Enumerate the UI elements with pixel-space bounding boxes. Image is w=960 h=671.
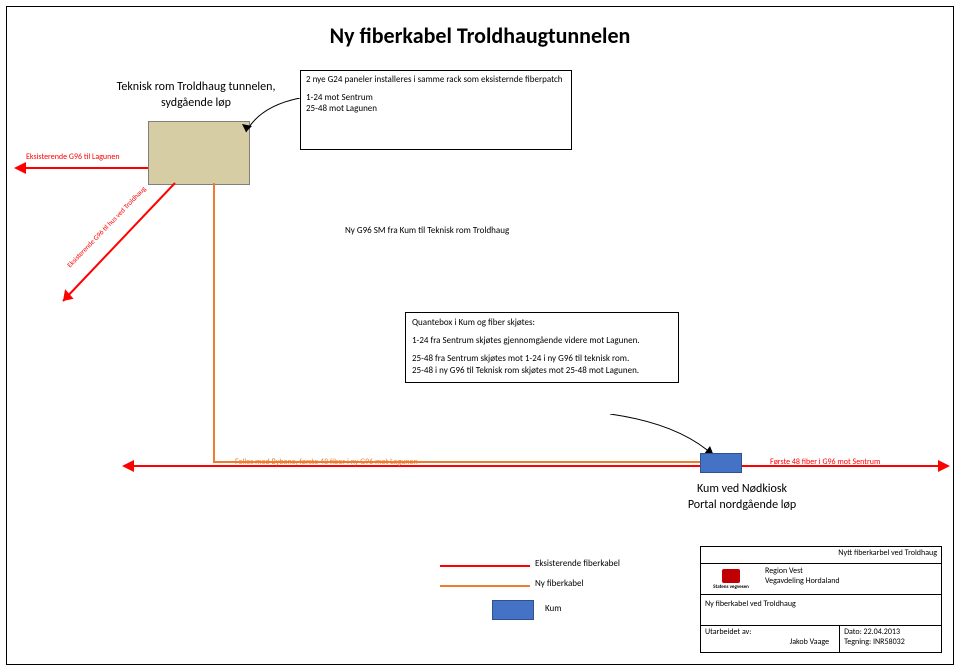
info-top-right: Nytt fiberkarbel ved Troldhaug bbox=[838, 548, 937, 558]
logo-caption: Statens vegvesen bbox=[713, 584, 749, 590]
red-arrow-right bbox=[936, 459, 950, 473]
quante-p3: 25-48 i ny G96 til Teknisk rom skjøtes m… bbox=[412, 365, 672, 377]
org-line2: Vegavdeling Hordaland bbox=[765, 576, 937, 586]
org-line1: Region Vest bbox=[765, 566, 937, 576]
bottom-right-date: Dato: 22.04.2013 bbox=[844, 627, 937, 637]
kum-nodkiosk-label: Kum ved Nødkiosk Portal nordgående løp bbox=[657, 482, 827, 513]
page-title: Ny fiberkabel Troldhaugtunnelen bbox=[0, 22, 960, 49]
panel-line1: 2 nye G24 paneler installeres i samme ra… bbox=[306, 74, 566, 86]
orange-vert bbox=[213, 183, 215, 463]
red-arrow-left-bottom bbox=[122, 459, 136, 473]
legend-red-label: Eksisterende fiberkabel bbox=[535, 558, 620, 569]
legend-orange-line bbox=[440, 585, 530, 587]
legend-kum-box bbox=[492, 600, 534, 620]
legend-red-line bbox=[440, 565, 530, 567]
red-diag-line bbox=[55, 183, 185, 313]
teknisk-rom-box bbox=[148, 121, 250, 185]
quante-p1: 1-24 fra Sentrum skjøtes gjennomgående v… bbox=[412, 335, 672, 347]
panel-line2: 1-24 mot Sentrum bbox=[306, 92, 566, 104]
quante-box: Quantebox i Kum og fiber skjøtes: 1-24 f… bbox=[405, 312, 679, 383]
legend-orange-label: Ny fiberkabel bbox=[535, 578, 584, 589]
panel-text-box: 2 nye G24 paneler installeres i samme ra… bbox=[300, 70, 572, 150]
bottom-left-label: Utarbeidet av: bbox=[705, 627, 835, 637]
red-left-label: Eksisterende G96 til Lagunen bbox=[26, 152, 120, 162]
legend-kum-label: Kum bbox=[545, 603, 561, 614]
connector-panel-to-box bbox=[240, 98, 310, 138]
quante-p2: 25-48 fra Sentrum skjøtes mot 1-24 i ny … bbox=[412, 353, 672, 365]
bottom-left-name: Jakob Vaage bbox=[705, 637, 835, 647]
bottom-right-drawing: Tegning: INR58032 bbox=[844, 637, 937, 647]
quante-header: Quantebox i Kum og fiber skjøtes: bbox=[412, 317, 672, 329]
info-mid-right: Ny fiberkabel ved Troldhaug bbox=[705, 599, 796, 609]
bottom-line-right-label: Første 48 fiber i G96 mot Sentrum bbox=[770, 457, 880, 467]
red-line-left bbox=[22, 167, 148, 169]
kum-on-line bbox=[700, 453, 742, 473]
panel-line3: 25-48 mot Lagunen bbox=[306, 103, 566, 115]
orange-mid-label: Ny G96 SM fra Kum til Teknisk rom Troldh… bbox=[345, 225, 509, 236]
bottom-line-left-label: Felles med Bybane, første 48 fiber i ny … bbox=[235, 457, 418, 467]
logo-icon bbox=[722, 569, 740, 583]
info-box: Nytt fiberkarbel ved Troldhaug Statens v… bbox=[700, 546, 942, 653]
red-arrow-left bbox=[14, 161, 28, 175]
